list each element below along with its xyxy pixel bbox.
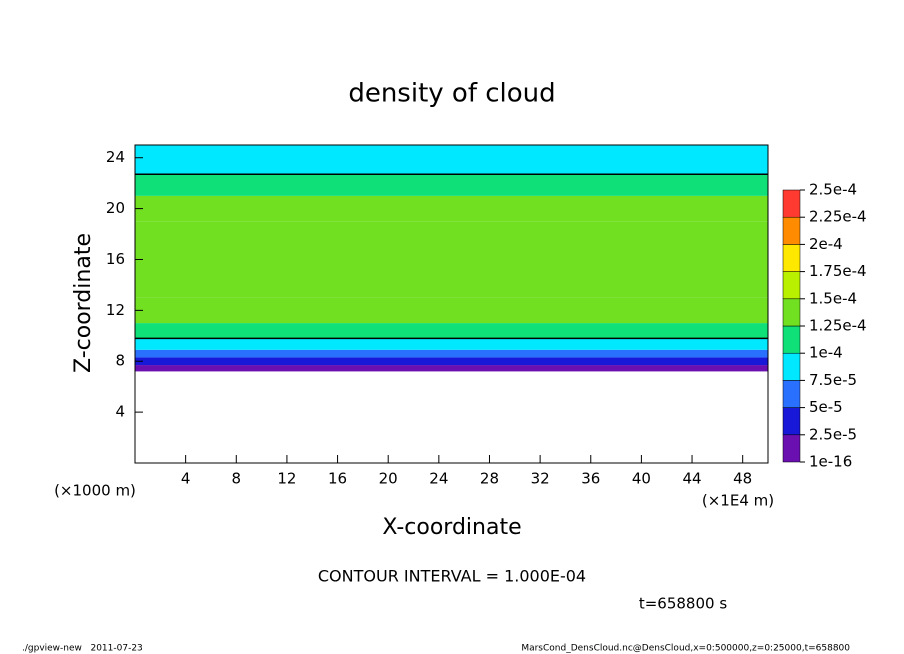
colorbar-segment [782,216,801,245]
field-band [135,357,768,366]
footer-left: ./gpview-new 2011-07-23 [22,644,143,654]
chart-title: density of cloud [348,79,555,109]
y-tick-label: 20 [106,199,125,217]
colorbar-label: 1.25e-4 [809,317,867,335]
x-tick-label: 44 [682,470,701,488]
y-tick-label: 24 [106,148,125,166]
field-band [135,297,768,324]
colorbar-segment [782,434,801,463]
x-tick-label: 48 [733,470,752,488]
colorbar-segment [782,244,801,272]
footer-right: MarsCond_DensCloud.nc@DensCloud,x=0:5000… [521,644,850,654]
colorbar-label: 2.5e-4 [809,181,857,199]
plot-frame [134,144,769,464]
colorbar-segment [782,271,801,300]
field-band [135,365,768,372]
colorbar-label: 5e-5 [809,398,843,416]
colorbar-label: 1.5e-4 [809,289,857,307]
field-band [135,221,768,298]
x-tick-label: 16 [328,470,347,488]
y-axis-label: Z-coordinate [71,233,96,373]
colorbar-segment [782,352,801,381]
x-tick-label: 40 [632,470,651,488]
x-tick-label: 4 [181,470,191,488]
x-tick-label: 12 [277,470,296,488]
field-band [135,174,768,196]
x-tick-label: 28 [480,470,499,488]
y-tick-label: 16 [106,250,125,268]
x-tick-label: 8 [232,470,242,488]
x-axis-label: X-coordinate [382,515,521,540]
field-band [135,323,768,339]
colorbar-segment [782,298,801,327]
x-tick-label: 32 [531,470,550,488]
y-tick-label: 8 [115,352,125,370]
contour-interval: CONTOUR INTERVAL = 1.000E-04 [318,567,586,586]
field-band [135,338,768,350]
colorbar-label: 2.25e-4 [809,208,867,226]
x-tick-label: 24 [429,470,448,488]
colorbar-label: 2e-4 [809,235,843,253]
y-tick-label: 12 [106,301,125,319]
y-unit-label: (×1000 m) [54,482,136,500]
colorbar-label: 1e-4 [809,344,843,362]
colorbar-segment [782,189,801,218]
field-band [135,349,768,358]
x-unit-label: (×1E4 m) [702,492,774,510]
time-label: t=658800 s [639,595,727,613]
x-tick-label: 20 [379,470,398,488]
colorbar-label: 1e-16 [809,453,852,471]
colorbar-label: 2.5e-5 [809,425,857,443]
colorbar-segment [782,407,801,436]
colorbar-segment [782,380,801,408]
colorbar-label: 7.5e-5 [809,371,857,389]
field-band [135,195,768,222]
y-tick-label: 4 [115,403,125,421]
field-band [135,145,768,175]
x-tick-label: 36 [581,470,600,488]
colorbar-segment [782,325,801,354]
colorbar-label: 1.75e-4 [809,262,867,280]
